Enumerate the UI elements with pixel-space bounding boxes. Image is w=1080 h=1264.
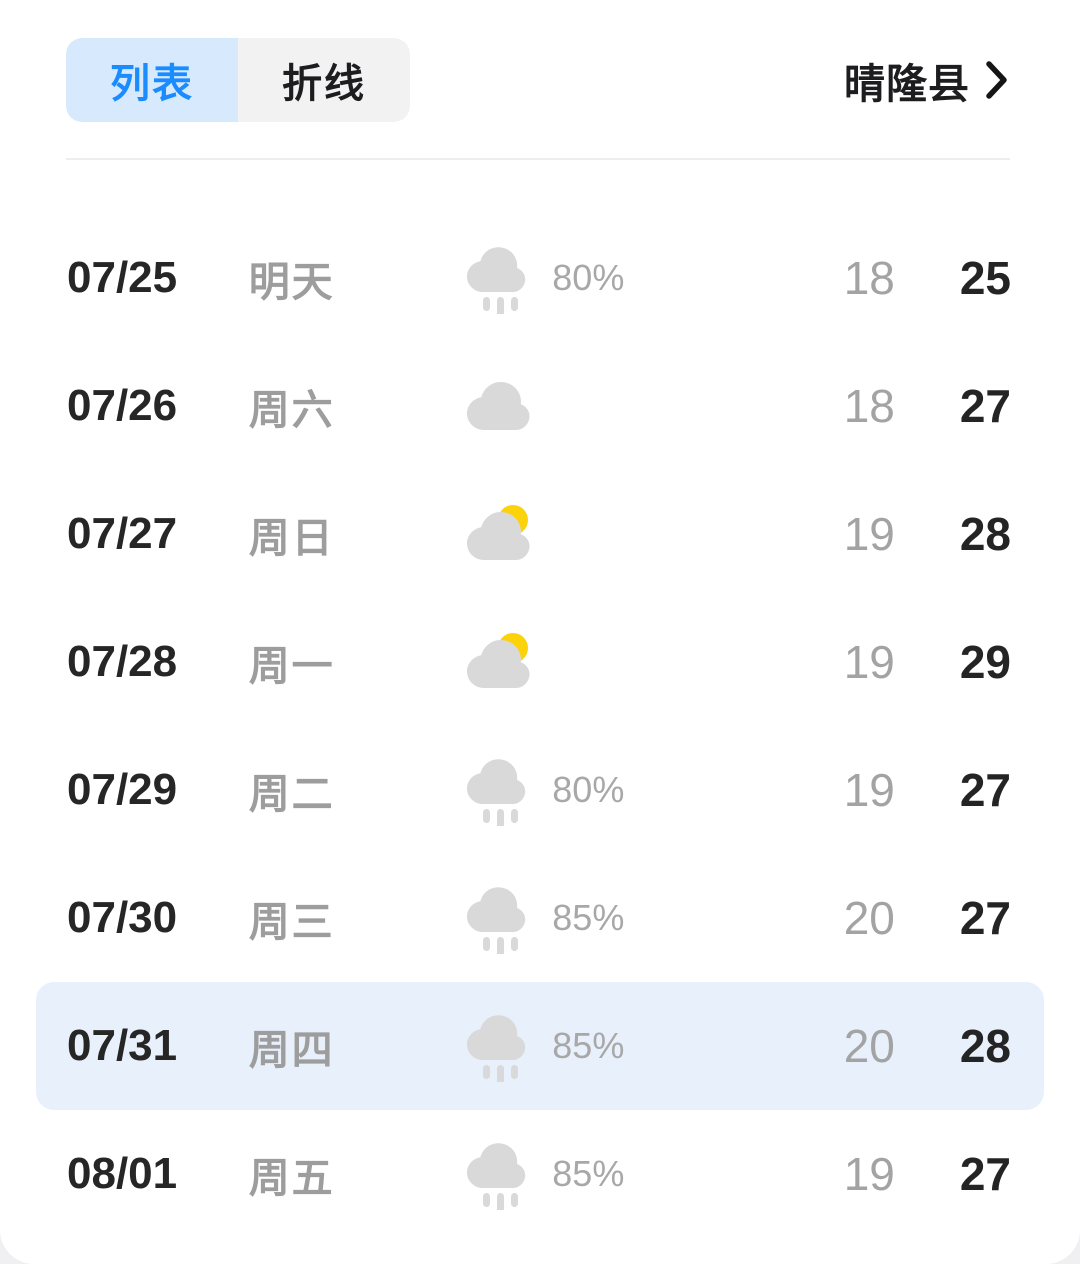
rain-cloud-icon — [460, 242, 536, 317]
rain-cloud-icon — [460, 754, 536, 829]
forecast-weekday: 周三 — [248, 899, 335, 945]
forecast-weekday: 周四 — [248, 1027, 335, 1073]
high-temperature: 27 — [959, 892, 1011, 944]
forecast-row[interactable]: 07/31 周四 85% 20 28 — [36, 982, 1044, 1110]
low-temperature: 19 — [843, 1148, 895, 1200]
forecast-row[interactable]: 07/30 周三 85% 20 27 — [36, 854, 1044, 982]
precipitation-probability: 85% — [552, 897, 625, 938]
forecast-weekday: 周五 — [248, 1155, 335, 1201]
forecast-row[interactable]: 08/01 周五 85% 19 27 — [36, 1110, 1044, 1238]
forecast-condition — [428, 370, 756, 442]
high-temperature: 25 — [959, 252, 1011, 304]
forecast-row[interactable]: 07/26 周六 18 27 — [36, 342, 1044, 470]
view-mode-tab-group[interactable]: 列表 折线 — [66, 38, 410, 122]
low-temperature: 18 — [843, 252, 895, 304]
rain-cloud-icon — [460, 1010, 536, 1085]
forecast-weekday: 周二 — [248, 771, 335, 817]
low-temperature: 20 — [843, 892, 895, 944]
forecast-date: 07/25 — [67, 253, 178, 302]
precipitation-probability: 85% — [552, 1153, 625, 1194]
forecast-weekday: 周六 — [248, 387, 335, 433]
forecast-date: 07/27 — [67, 509, 178, 558]
forecast-row[interactable]: 07/27 周日 19 28 — [36, 470, 1044, 598]
rain-cloud-icon — [460, 882, 536, 957]
tab-chart[interactable]: 折线 — [238, 38, 410, 122]
forecast-weekday: 周日 — [248, 515, 335, 561]
precipitation-probability: 80% — [552, 769, 625, 810]
low-temperature: 19 — [843, 764, 895, 816]
forecast-list: 07/25 明天 80% 18 25 07/26 周六 18 27 07/27 周日 19 28 07/2… — [0, 214, 1080, 1238]
forecast-condition: 80% — [428, 754, 756, 829]
forecast-weekday: 明天 — [248, 259, 335, 305]
forecast-row[interactable]: 07/28 周一 19 29 — [36, 598, 1044, 726]
forecast-row[interactable]: 07/29 周二 80% 19 27 — [36, 726, 1044, 854]
low-temperature: 19 — [843, 508, 895, 560]
cloud-icon — [460, 370, 536, 442]
forecast-date: 07/29 — [67, 765, 178, 814]
forecast-weekday: 周一 — [248, 643, 335, 689]
forecast-condition: 85% — [428, 1138, 756, 1213]
rain-cloud-icon — [460, 1138, 536, 1213]
high-temperature: 27 — [959, 380, 1011, 432]
forecast-condition: 85% — [428, 1010, 756, 1085]
precipitation-probability: 85% — [552, 1025, 625, 1066]
high-temperature: 27 — [959, 1148, 1011, 1200]
low-temperature: 19 — [843, 636, 895, 688]
high-temperature: 27 — [959, 764, 1011, 816]
precipitation-probability: 80% — [552, 257, 625, 298]
forecast-row[interactable]: 07/25 明天 80% 18 25 — [36, 214, 1044, 342]
low-temperature: 20 — [843, 1020, 895, 1072]
partly-cloudy-icon — [460, 626, 536, 698]
tab-list[interactable]: 列表 — [66, 38, 238, 122]
forecast-date: 07/26 — [67, 381, 178, 430]
forecast-condition: 80% — [428, 242, 756, 317]
high-temperature: 28 — [959, 508, 1011, 560]
forecast-condition: 85% — [428, 882, 756, 957]
high-temperature: 28 — [959, 1020, 1011, 1072]
high-temperature: 29 — [959, 636, 1011, 688]
location-name: 晴隆县 — [844, 61, 970, 107]
forecast-date: 07/28 — [67, 637, 178, 686]
forecast-date: 08/01 — [67, 1149, 178, 1198]
chevron-right-icon — [986, 61, 1008, 99]
low-temperature: 18 — [843, 380, 895, 432]
header: 列表 折线 晴隆县 — [0, 0, 1080, 160]
forecast-date: 07/31 — [67, 1021, 178, 1070]
forecast-condition — [428, 626, 756, 698]
forecast-condition — [428, 498, 756, 570]
location-selector[interactable]: 晴隆县 — [844, 50, 1014, 110]
partly-cloudy-icon — [460, 498, 536, 570]
header-divider — [66, 158, 1010, 160]
forecast-date: 07/30 — [67, 893, 178, 942]
